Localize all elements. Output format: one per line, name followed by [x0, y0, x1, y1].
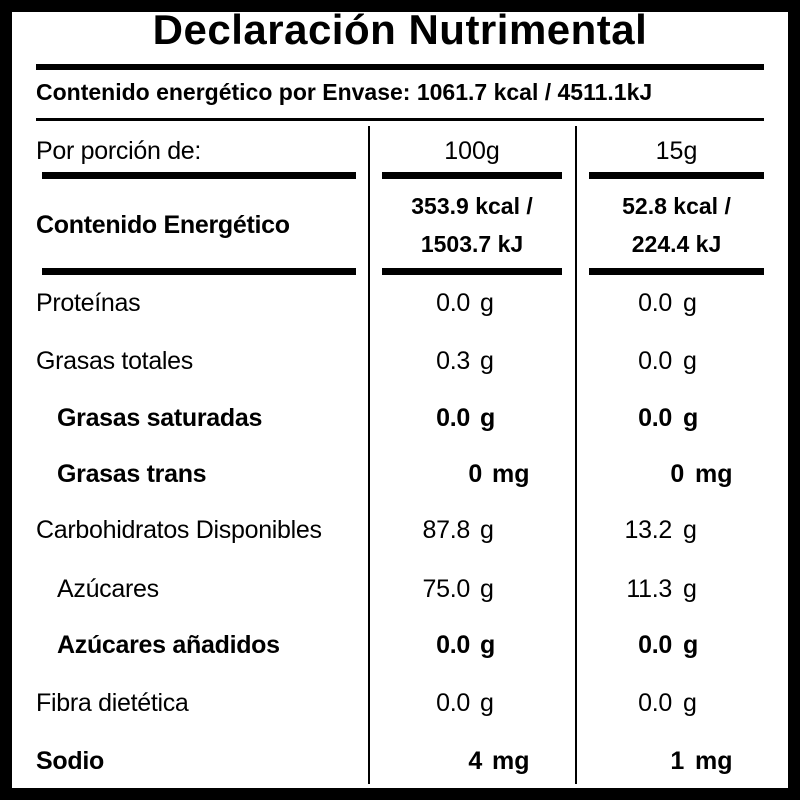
energy-per-package: Contenido energético por Envase: 1061.7 … — [36, 79, 653, 105]
row-unit-100g-azucares: g — [480, 575, 494, 603]
portion-col1-header: 100g — [444, 137, 500, 165]
row-value-100g-carbohidratos: 87.8 — [422, 516, 471, 544]
row-label-azucares-anadidos: Azúcares añadidos — [57, 631, 280, 659]
portion-divider-mid — [382, 172, 562, 179]
row-label-fibra: Fibra dietética — [36, 689, 189, 717]
row-label-sodio: Sodio — [36, 747, 104, 775]
row-unit-100g-grasas-totales: g — [480, 347, 494, 375]
row-value-15g-azucares-anadidos: 0.0 — [638, 631, 672, 659]
row-label-grasas-totales: Grasas totales — [36, 347, 193, 375]
row-value-100g-azucares-anadidos: 0.0 — [436, 631, 470, 659]
label-title: Declaración Nutrimental — [152, 6, 648, 53]
row-value-15g-carbohidratos: 13.2 — [624, 516, 673, 544]
row-unit-15g-grasas-saturadas: g — [683, 404, 699, 432]
column-divider-1 — [368, 126, 370, 784]
row-unit-15g-sodio: mg — [695, 747, 733, 775]
row-value-100g-grasas-totales: 0.3 — [436, 347, 470, 375]
row-unit-100g-grasas-trans: mg — [492, 460, 530, 488]
row-value-15g-grasas-trans: 0 — [670, 460, 684, 488]
row-value-100g-sodio: 4 — [468, 747, 482, 775]
row-value-15g-sodio: 1 — [670, 747, 684, 775]
row-label-proteinas: Proteínas — [36, 289, 141, 317]
row-value-100g-grasas-trans: 0 — [468, 460, 482, 488]
energy-col2-kcal: 52.8 kcal / — [622, 193, 731, 219]
row-value-15g-fibra: 0.0 — [638, 689, 672, 717]
row-label-carbohidratos: Carbohidratos Disponibles — [36, 516, 322, 544]
portion-label: Por porción de: — [36, 137, 202, 165]
row-unit-15g-grasas-totales: g — [683, 347, 697, 375]
energy-col1-kj: 1503.7 kJ — [420, 231, 524, 257]
portion-divider-left — [42, 172, 356, 179]
row-unit-100g-carbohidratos: g — [480, 516, 494, 544]
row-unit-15g-azucares-anadidos: g — [683, 631, 699, 659]
row-unit-100g-proteinas: g — [480, 289, 494, 317]
energy-package-divider — [36, 118, 764, 121]
row-unit-100g-grasas-saturadas: g — [480, 404, 496, 432]
row-unit-15g-fibra: g — [683, 689, 697, 717]
row-unit-15g-proteinas: g — [683, 289, 697, 317]
row-value-100g-proteinas: 0.0 — [436, 289, 470, 317]
row-value-15g-proteinas: 0.0 — [638, 289, 672, 317]
energy-col2-kj: 224.4 kJ — [631, 231, 722, 257]
energy-label: Contenido Energético — [36, 211, 290, 239]
row-value-15g-azucares: 11.3 — [626, 575, 672, 603]
row-label-azucares: Azúcares — [57, 575, 159, 603]
row-unit-15g-azucares: g — [683, 575, 697, 603]
portion-col2-header: 15g — [655, 137, 698, 165]
energy-divider-right — [589, 268, 764, 275]
energy-divider-left — [42, 268, 356, 275]
row-unit-100g-sodio: mg — [492, 747, 530, 775]
energy-col1-kcal: 353.9 kcal / — [411, 193, 533, 219]
row-value-100g-grasas-saturadas: 0.0 — [436, 404, 470, 432]
row-unit-100g-fibra: g — [480, 689, 494, 717]
row-value-100g-azucares: 75.0 — [422, 575, 471, 603]
row-unit-15g-grasas-trans: mg — [695, 460, 733, 488]
energy-divider-mid — [382, 268, 562, 275]
row-value-15g-grasas-totales: 0.0 — [638, 347, 672, 375]
row-label-grasas-trans: Grasas trans — [57, 460, 207, 488]
row-unit-100g-azucares-anadidos: g — [480, 631, 496, 659]
title-underline — [36, 64, 764, 70]
row-label-grasas-saturadas: Grasas saturadas — [57, 404, 263, 432]
portion-divider-right — [589, 172, 764, 179]
row-value-100g-fibra: 0.0 — [436, 689, 470, 717]
column-divider-2 — [575, 126, 577, 784]
row-value-15g-grasas-saturadas: 0.0 — [638, 404, 672, 432]
row-unit-15g-carbohidratos: g — [683, 516, 697, 544]
